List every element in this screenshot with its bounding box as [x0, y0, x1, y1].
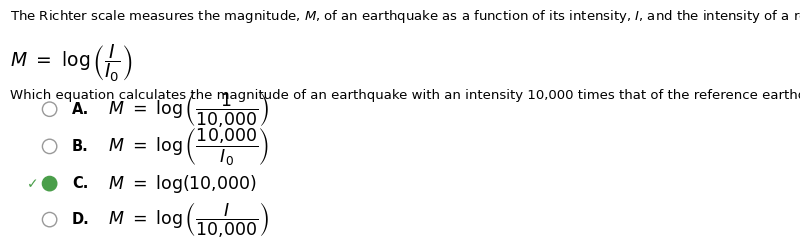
Text: $\checkmark$: $\checkmark$ — [26, 177, 38, 191]
Text: Which equation calculates the magnitude of an earthquake with an intensity 10,00: Which equation calculates the magnitude … — [10, 89, 800, 102]
Text: $M\ =\ \log(10{,}000)$: $M\ =\ \log(10{,}000)$ — [108, 173, 257, 195]
Text: The Richter scale measures the magnitude, $M$, of an earthquake as a function of: The Richter scale measures the magnitude… — [10, 8, 800, 25]
Text: $M\ =\ \log\left(\dfrac{1}{10{,}000}\right)$: $M\ =\ \log\left(\dfrac{1}{10{,}000}\rig… — [108, 90, 270, 129]
Text: $M\ =\ \log\left(\dfrac{I}{10{,}000}\right)$: $M\ =\ \log\left(\dfrac{I}{10{,}000}\rig… — [108, 200, 270, 239]
Text: $M\ =\ \log\left(\dfrac{10{,}000}{I_0}\right)$: $M\ =\ \log\left(\dfrac{10{,}000}{I_0}\r… — [108, 126, 270, 167]
Text: A.: A. — [72, 102, 90, 117]
Text: D.: D. — [72, 212, 90, 227]
Text: C.: C. — [72, 176, 88, 191]
Text: B.: B. — [72, 139, 89, 154]
Text: $M\ =\ \log\left(\dfrac{I}{I_0}\right)$: $M\ =\ \log\left(\dfrac{I}{I_0}\right)$ — [10, 43, 132, 84]
